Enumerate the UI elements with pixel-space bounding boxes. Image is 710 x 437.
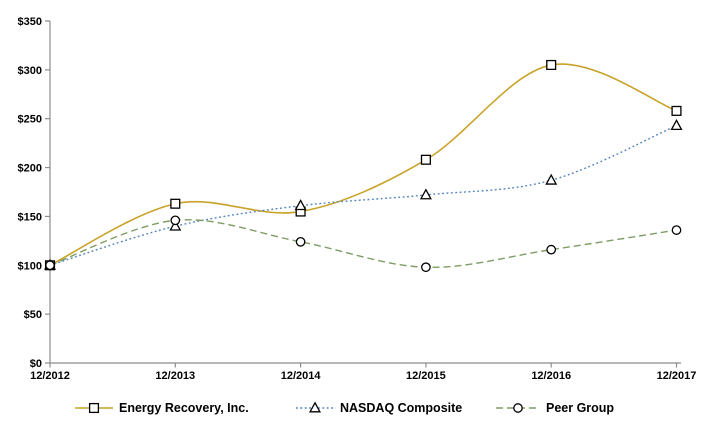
series-line-2 bbox=[49, 219, 677, 268]
y-tick-label: $100 bbox=[18, 260, 42, 272]
data-point-marker bbox=[169, 219, 182, 231]
data-point-marker bbox=[419, 188, 432, 200]
chart-legend: Energy Recovery, Inc. NASDAQ Composite P… bbox=[0, 398, 710, 420]
energy-recovery-swatch-icon bbox=[75, 402, 113, 414]
data-point-marker bbox=[545, 173, 558, 185]
legend-item-peer-group: Peer Group bbox=[495, 398, 614, 418]
peer-group-swatch-icon bbox=[496, 403, 540, 413]
x-tick-label: 12/2017 bbox=[657, 370, 697, 382]
nasdaq-composite-swatch-icon bbox=[296, 401, 334, 413]
data-point-marker bbox=[170, 215, 181, 226]
y-tick-label: $50 bbox=[24, 309, 42, 321]
legend-label-energy-recovery: Energy Recovery, Inc. bbox=[119, 401, 249, 415]
data-point-marker bbox=[671, 225, 682, 235]
x-tick-label: 12/2012 bbox=[30, 370, 70, 382]
legend-label-peer-group: Peer Group bbox=[546, 401, 615, 415]
legend-item-nasdaq-composite: NASDAQ Composite bbox=[295, 398, 462, 418]
y-tick-label: $150 bbox=[18, 211, 42, 223]
plot-area: $0 $50 $100 $150 $200 $250 $300 $350 12/2012 12/2… bbox=[18, 16, 697, 382]
y-tick-label: $0 bbox=[30, 358, 42, 370]
data-point-marker bbox=[294, 199, 307, 211]
y-tick-label: $300 bbox=[18, 65, 42, 77]
data-point-marker bbox=[420, 154, 431, 165]
data-point-marker bbox=[546, 59, 557, 71]
data-point-marker bbox=[670, 118, 683, 131]
x-tick-label: 12/2013 bbox=[155, 370, 195, 382]
data-point-marker bbox=[88, 402, 100, 414]
data-point-marker bbox=[513, 403, 523, 413]
data-point-marker bbox=[295, 236, 306, 247]
data-point-marker bbox=[671, 105, 682, 116]
data-point-marker bbox=[421, 262, 431, 273]
y-tick-label: $350 bbox=[18, 16, 42, 28]
y-tick-label: $200 bbox=[18, 163, 42, 175]
data-point-marker bbox=[45, 260, 55, 271]
data-point-marker bbox=[309, 401, 321, 413]
series-line-1 bbox=[49, 124, 677, 266]
legend-label-nasdaq-composite: NASDAQ Composite bbox=[340, 401, 463, 415]
y-tick-label: $250 bbox=[18, 114, 42, 126]
series-line-0 bbox=[49, 63, 677, 267]
legend-item-energy-recovery: Energy Recovery, Inc. bbox=[74, 398, 249, 418]
x-tick-label: 12/2014 bbox=[281, 370, 322, 382]
data-point-marker bbox=[546, 244, 557, 255]
data-point-marker bbox=[170, 198, 181, 209]
x-tick-label: 12/2015 bbox=[406, 370, 446, 382]
x-tick-label: 12/2016 bbox=[531, 370, 571, 382]
